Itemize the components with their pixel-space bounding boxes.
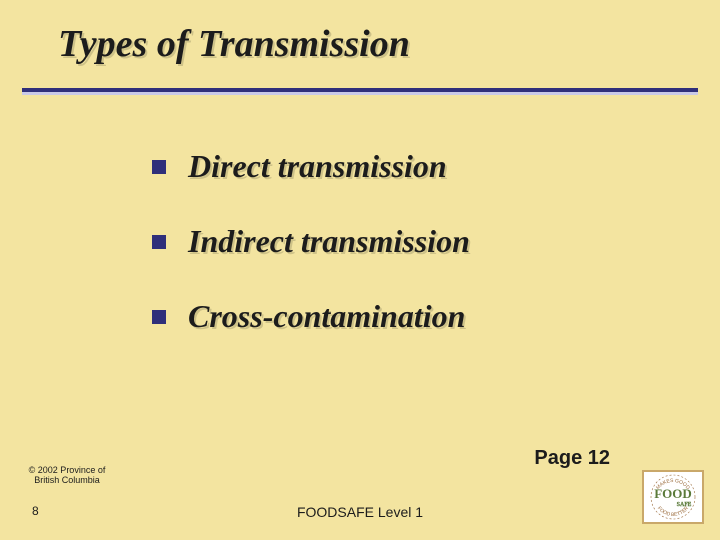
bullet-text: Indirect transmission	[188, 223, 470, 260]
footer-text: FOODSAFE Level 1	[297, 504, 423, 520]
list-item: Direct transmission	[152, 148, 470, 185]
title-rule-light	[22, 92, 698, 95]
slide-number: 8	[32, 504, 39, 518]
foodsafe-logo: MAKES GOOD FOOD BETTER FOOD SAFE	[642, 470, 704, 524]
logo-sub-text: SAFE	[677, 502, 692, 508]
bullet-icon	[152, 160, 166, 174]
copyright-line2: British Columbia	[34, 475, 100, 485]
copyright-line1: © 2002 Province of	[29, 465, 106, 475]
bullet-text: Cross-contamination	[188, 298, 465, 335]
slide-title: Types of Transmission	[58, 22, 410, 66]
page-reference: Page 12	[534, 447, 610, 470]
list-item: Indirect transmission	[152, 223, 470, 260]
logo-main-text: FOOD	[654, 486, 692, 501]
bullet-icon	[152, 235, 166, 249]
list-item: Cross-contamination	[152, 298, 470, 335]
bullet-list: Direct transmission Indirect transmissio…	[152, 148, 470, 373]
bullet-text: Direct transmission	[188, 148, 447, 185]
bullet-icon	[152, 310, 166, 324]
slide: Types of Transmission Direct transmissio…	[0, 0, 720, 540]
copyright: © 2002 Province of British Columbia	[12, 466, 122, 486]
